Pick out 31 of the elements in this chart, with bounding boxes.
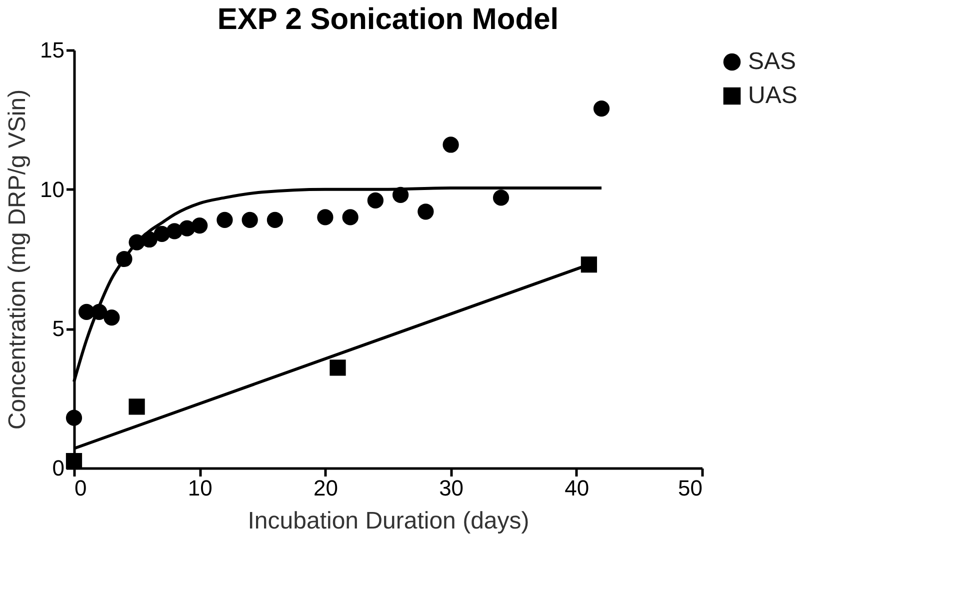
- point: [418, 204, 434, 220]
- x-tick-label: 40: [564, 476, 590, 500]
- point: [192, 218, 208, 234]
- point: [367, 192, 384, 209]
- legend-label: UAS: [748, 82, 798, 109]
- chart-title: EXP 2 Sonication Model: [217, 3, 559, 36]
- legend-label: SAS: [748, 48, 796, 75]
- y-tick-label: 5: [52, 316, 64, 342]
- x-tick-label: 0: [74, 476, 87, 500]
- y-axis-title: Concentration (mg DRP/g VSin): [4, 89, 32, 430]
- y-tick-label: 15: [40, 38, 64, 62]
- point: [66, 452, 82, 470]
- y-tick-label: 10: [40, 176, 64, 202]
- point: [266, 212, 284, 228]
- x-tick-label: 30: [439, 476, 464, 500]
- x-tick-label: 10: [188, 476, 212, 500]
- x-axis-title: Incubation Duration (days): [248, 508, 530, 534]
- point: [128, 398, 145, 415]
- point: [342, 209, 358, 226]
- x-tick-label: 20: [313, 476, 338, 500]
- point: [330, 360, 346, 376]
- point: [242, 212, 258, 228]
- point: [216, 212, 233, 228]
- y-tick-label: 0: [52, 456, 64, 480]
- point: [492, 190, 510, 206]
- point: [317, 209, 334, 226]
- point: [593, 100, 610, 117]
- x-tick-label: 50: [678, 476, 702, 500]
- point: [442, 136, 459, 153]
- point: [104, 309, 120, 326]
- point: [66, 410, 82, 426]
